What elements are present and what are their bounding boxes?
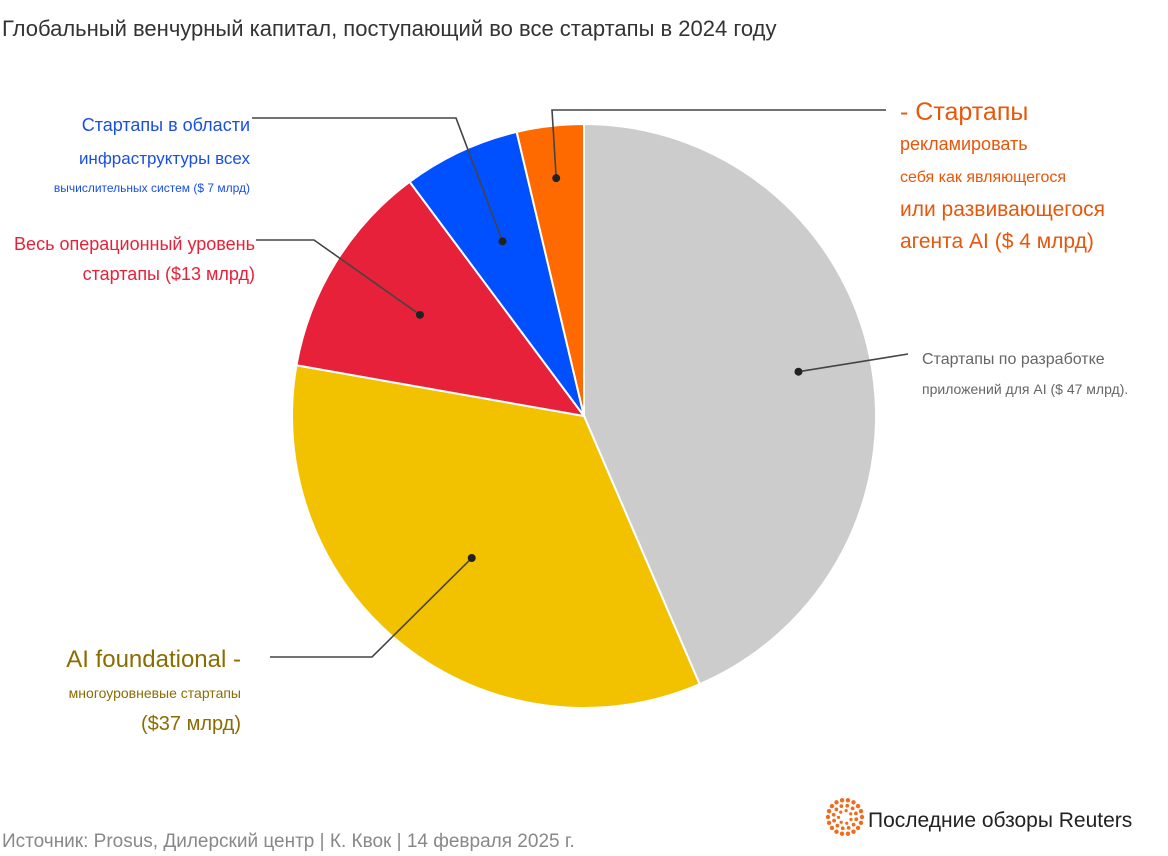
slice-label-4-line-4: агента AI ($ 4 млрд) — [900, 230, 1094, 253]
slice-label-4-line-3: или развивающегося — [900, 198, 1105, 221]
leader-dot-2 — [415, 310, 424, 319]
pie-slice-2 — [295, 180, 587, 418]
slice-label-3-line-1: инфраструктуры всех — [79, 149, 251, 168]
leader-dot-4 — [552, 174, 561, 183]
source-note: Источник: Prosus, Дилерский центр | К. К… — [2, 831, 575, 852]
brand-link[interactable]: Последние обзоры Reuters — [868, 809, 1132, 832]
pie-slice-3 — [408, 130, 585, 417]
pie-slice-0 — [583, 122, 877, 686]
slice-label-3-line-2: вычислительных систем ($ 7 млрд) — [54, 181, 250, 195]
leader-lines — [252, 109, 909, 658]
leader-dot-1 — [467, 554, 476, 563]
slice-label-4-line-2: себя как являющегося — [900, 169, 1066, 186]
leader-line-4 — [551, 109, 886, 179]
leader-line-3 — [252, 117, 504, 242]
slice-label-1-line-2: ($37 млрд) — [141, 713, 241, 735]
slice-labels: Стартапы по разработке приложений для AI … — [14, 98, 1128, 735]
slice-label-0-line-0: Стартапы по разработке — [922, 351, 1105, 368]
slice-label-0-line-1: приложений для AI ($ 47 млрд). — [922, 381, 1128, 397]
leader-dot-0 — [794, 367, 803, 376]
pie-slice-1 — [291, 364, 701, 709]
leader-line-0 — [798, 353, 909, 373]
slice-label-2-line-0: Весь операционный уровень — [14, 234, 255, 254]
chart-title: Глобальный венчурный капитал, поступающи… — [2, 16, 777, 41]
leader-line-2 — [256, 239, 421, 316]
pie-slices — [291, 122, 877, 709]
reuters-logo-icon — [825, 798, 865, 836]
pie-slice-4 — [515, 122, 585, 417]
slice-label-1-line-0: AI foundational - — [66, 646, 241, 673]
slice-label-1-line-1: многоуровневые стартапы — [69, 685, 241, 701]
slice-label-4-line-1: рекламировать — [900, 134, 1028, 154]
leader-line-1 — [270, 557, 473, 658]
leader-dot-3 — [498, 237, 507, 246]
slice-label-3-line-0: Стартапы в области — [82, 115, 250, 135]
slice-label-2-line-1: стартапы ($13 млрд) — [83, 264, 255, 284]
slice-label-4-line-0: - Стартапы — [900, 98, 1028, 126]
